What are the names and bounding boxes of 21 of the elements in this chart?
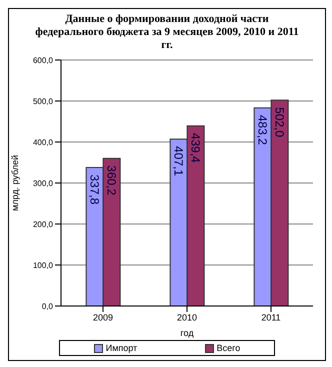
data-label: 360,2 [104, 165, 119, 196]
y-tick-label: 300,0 [32, 178, 54, 188]
data-label: 483,2 [256, 114, 270, 146]
y-tick-label: 400,0 [32, 138, 54, 147]
x-axis-title: год [180, 328, 194, 338]
data-label: 502,0 [272, 107, 287, 138]
data-label: 439,4 [188, 132, 203, 164]
x-tick-label: 2009 [92, 312, 114, 322]
chart-title: Данные о формировании доходной части федерального бюджета за 9 месяцев 2009, 2010 и 2011 гг. [34, 12, 300, 52]
y-axis-title: млрд. рублей [10, 154, 20, 212]
y-tick-label: 200,0 [32, 220, 54, 229]
y-tick-label: 100,0 [32, 260, 54, 270]
x-tick-label: 2010 [176, 312, 198, 322]
data-label: 407,1 [172, 146, 186, 176]
y-tick-label: 600,0 [32, 56, 54, 65]
legend-label: Всего [216, 343, 240, 353]
y-tick-label: 500,0 [32, 96, 54, 106]
y-tick-label: 0,0 [42, 302, 54, 311]
data-label: 337,8 [88, 174, 102, 205]
legend-label: Импорт [104, 343, 138, 353]
x-tick-label: 2011 [261, 312, 281, 322]
